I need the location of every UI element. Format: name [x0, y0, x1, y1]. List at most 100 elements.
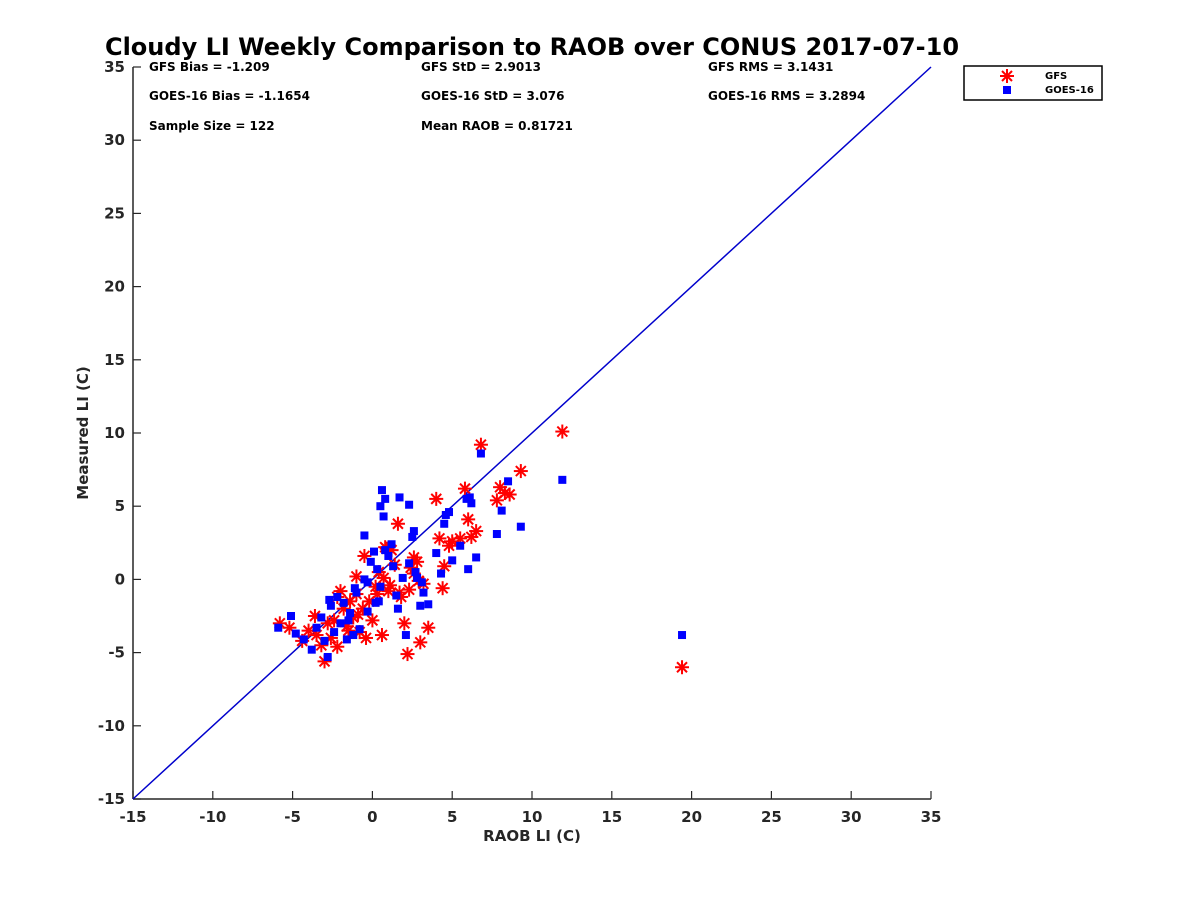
goes-rms: GOES-16 RMS = 3.2894 — [708, 89, 865, 103]
gfs-point — [429, 491, 444, 506]
y-tick-label: -5 — [108, 644, 125, 662]
goes-point — [467, 499, 476, 508]
goes-point — [440, 519, 449, 528]
gfs-point — [421, 620, 436, 635]
gfs-point — [675, 660, 690, 675]
goes-point — [464, 565, 473, 574]
goes-point — [291, 629, 300, 638]
goes-point — [369, 547, 378, 556]
gfs-bias: GFS Bias = -1.209 — [149, 60, 270, 74]
goes-point — [376, 582, 385, 591]
gfs-point — [402, 582, 417, 597]
goes-point — [342, 635, 351, 644]
gfs-point — [513, 464, 528, 479]
gfs-point — [400, 647, 415, 662]
goes-point — [366, 557, 375, 566]
goes-point — [516, 522, 525, 531]
goes-point — [405, 500, 414, 509]
goes-point — [376, 502, 385, 511]
gfs-point — [413, 635, 428, 650]
gfs-point — [435, 581, 450, 596]
goes-point — [419, 588, 428, 597]
goes-bias: GOES-16 Bias = -1.1654 — [149, 89, 310, 103]
goes-point — [325, 595, 334, 604]
gfs-point — [330, 639, 345, 654]
goes-point — [320, 636, 329, 645]
one-to-one-line — [132, 66, 932, 800]
goes-point — [274, 623, 283, 632]
y-tick-label: 0 — [115, 570, 125, 588]
x-tick-label: -10 — [199, 808, 226, 826]
goes-point — [492, 530, 501, 539]
x-tick-label: 20 — [681, 808, 702, 826]
stats-block: GFS Bias = -1.209 GOES-16 Bias = -1.1654… — [149, 60, 865, 133]
goes-point — [405, 559, 414, 568]
legend: GFS GOES-16 — [963, 65, 1103, 101]
goes-point — [371, 598, 380, 607]
goes-point — [384, 551, 393, 560]
goes-point — [476, 449, 485, 458]
y-tick-label: 35 — [104, 58, 125, 76]
legend-gfs-marker — [1000, 69, 1014, 83]
goes-point — [326, 601, 335, 610]
goes-point — [504, 477, 513, 486]
goes-point — [456, 541, 465, 550]
x-tick-label: 25 — [761, 808, 782, 826]
goes-std: GOES-16 StD = 3.076 — [421, 89, 564, 103]
goes-point — [395, 493, 404, 502]
gfs-point — [301, 623, 316, 638]
goes-point — [416, 601, 425, 610]
goes-point — [381, 494, 390, 503]
y-tick-label: 25 — [104, 204, 125, 222]
x-tick-label: 5 — [447, 808, 457, 826]
x-tick-label: -5 — [284, 808, 301, 826]
x-axis-label: RAOB LI (C) — [483, 827, 581, 845]
goes-point — [389, 562, 398, 571]
goes-point — [312, 623, 321, 632]
gfs-point — [357, 548, 372, 563]
sample-size: Sample Size = 122 — [149, 119, 275, 133]
goes-point — [393, 604, 402, 613]
goes-point — [401, 631, 410, 640]
goes-point — [413, 573, 422, 582]
gfs-point — [473, 437, 488, 452]
gfs-point — [502, 487, 517, 502]
goes-point — [424, 600, 433, 609]
gfs-point — [341, 623, 356, 638]
mean-raob: Mean RAOB = 0.81721 — [421, 119, 573, 133]
goes-point — [448, 556, 457, 565]
gfs-point — [410, 554, 425, 569]
legend-goes-marker — [1003, 86, 1011, 94]
gfs-point — [461, 512, 476, 527]
goes-point — [411, 568, 420, 577]
x-tick-label: -15 — [119, 808, 146, 826]
y-ticks: 35 30 25 20 15 10 5 0 -5 -10 -15 — [98, 58, 141, 808]
series-goes — [274, 449, 687, 661]
gfs-point — [555, 424, 570, 439]
goes-point — [350, 584, 359, 593]
goes-point — [339, 598, 348, 607]
y-tick-label: 20 — [104, 278, 125, 296]
gfs-point — [497, 486, 512, 501]
goes-point — [360, 531, 369, 540]
goes-point — [497, 506, 506, 515]
goes-point — [417, 578, 426, 587]
gfs-point — [365, 613, 380, 628]
goes-point — [336, 619, 345, 628]
goes-point — [465, 493, 474, 502]
goes-point — [352, 588, 361, 597]
goes-point — [363, 607, 372, 616]
y-axis-label: Measured LI (C) — [74, 366, 92, 499]
goes-point — [287, 612, 296, 620]
goes-point — [398, 573, 407, 582]
gfs-point — [432, 531, 447, 546]
goes-point — [409, 527, 418, 536]
chart-title: Cloudy LI Weekly Comparison to RAOB over… — [105, 33, 959, 61]
gfs-point — [469, 524, 484, 539]
y-tick-label: 15 — [104, 351, 125, 369]
goes-point — [437, 569, 446, 578]
goes-point — [392, 591, 401, 600]
x-tick-label: 30 — [841, 808, 862, 826]
goes-point — [432, 549, 441, 558]
